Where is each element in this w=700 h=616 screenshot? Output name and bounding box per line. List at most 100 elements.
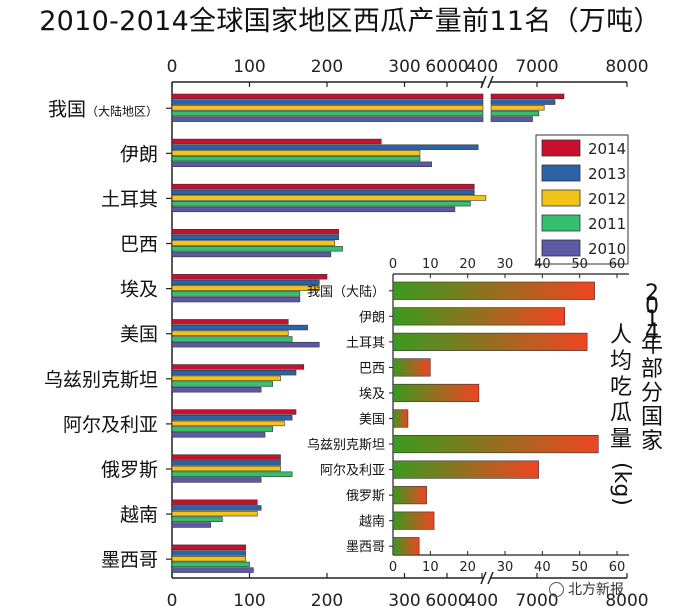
inset-title-char: 部 — [641, 357, 663, 382]
bar-2012 — [171, 465, 281, 472]
category-label: 乌兹别克斯坦 — [44, 369, 158, 391]
inset-bar — [392, 486, 427, 505]
bar-2010 — [171, 116, 484, 122]
bar-2012 — [171, 195, 487, 201]
bar-2011 — [171, 110, 484, 117]
x-tick-label-top: 0 — [167, 57, 178, 77]
category-label: 俄罗斯 — [101, 459, 158, 481]
axis-break-mark — [487, 571, 494, 585]
bar-2012 — [171, 285, 320, 291]
category-label: 阿尔及利亚 — [63, 414, 158, 436]
inset-bar — [392, 537, 420, 556]
inset-bar — [392, 511, 435, 530]
x-tick-label-bottom: 8000 — [605, 591, 648, 611]
bar-2012 — [171, 420, 285, 427]
category-label: 埃及 — [120, 279, 158, 301]
inset-title-char: 瓜 — [610, 401, 632, 426]
inset-title-char: 人 — [610, 323, 632, 348]
inset-tick-label-bottom: 60 — [609, 560, 626, 575]
inset-title-unit: (kg) — [609, 462, 634, 506]
bar-2010 — [171, 477, 262, 483]
inset-bar — [392, 281, 595, 300]
x-tick-label-bottom: 100 — [233, 591, 265, 611]
bar-2013 — [490, 99, 556, 105]
category-label: 土耳其 — [101, 188, 158, 210]
legend-label-2010: 2010 — [588, 240, 626, 258]
axis-break-mark — [480, 571, 487, 585]
bar-2012 — [171, 105, 484, 111]
x-tick-label-top: 200 — [311, 57, 343, 77]
bar-2014 — [171, 319, 289, 325]
bar-2010 — [171, 206, 456, 213]
bar-2012 — [171, 375, 281, 382]
bar-2013 — [171, 460, 281, 466]
inset-title-char: 量 — [610, 427, 632, 452]
inset-tick-label-bottom: 40 — [534, 560, 551, 575]
bar-2013 — [171, 234, 339, 241]
bar-2011 — [171, 336, 293, 342]
inset-title-char: 均 — [610, 349, 632, 374]
bar-2011 — [171, 471, 293, 477]
legend-label-2014: 2014 — [588, 140, 626, 158]
inset-category-label: 我国（大陆） — [307, 284, 385, 300]
bar-2012 — [171, 330, 289, 336]
x-tick-label-bottom: 7000 — [515, 591, 558, 611]
legend-swatch-2013 — [541, 164, 581, 182]
bar-2011 — [171, 246, 343, 252]
inset-category-label: 美国 — [359, 413, 385, 428]
inset-category-label: 埃及 — [359, 387, 385, 402]
legend-swatch-2010 — [541, 239, 581, 257]
bar-2011 — [490, 110, 540, 117]
chart-title: 2010-2014全球国家地区西瓜产量前11名（万吨） — [39, 6, 661, 37]
bar-2010 — [171, 567, 254, 573]
bar-2014 — [171, 274, 328, 280]
inset-tick-label-top: 20 — [459, 257, 476, 272]
inset-tick-label-top: 10 — [422, 257, 439, 272]
inset-category-label: 伊朗 — [359, 310, 385, 325]
bar-2011 — [171, 200, 471, 207]
axis-break-mark — [487, 75, 494, 89]
bar-2012 — [171, 150, 421, 156]
bar-2013 — [171, 369, 297, 376]
bar-2013 — [171, 550, 246, 556]
inset-tick-label-top: 40 — [534, 257, 551, 272]
bar-2011 — [171, 155, 421, 162]
bar-2010 — [171, 251, 332, 258]
bar-2011 — [171, 516, 223, 523]
bar-2011 — [171, 291, 301, 297]
inset-bar — [392, 409, 409, 428]
x-tick-label-top: 100 — [233, 57, 265, 77]
inset-category-label: 阿尔及利亚 — [320, 464, 385, 479]
watermark-text: 北方新报 — [568, 582, 624, 598]
bar-2014 — [490, 93, 565, 100]
bar-2013 — [171, 415, 293, 421]
inset-tick-label-bottom: 50 — [571, 560, 588, 575]
bar-2010 — [490, 116, 533, 122]
bar-2014 — [171, 544, 246, 551]
bar-2013 — [171, 189, 475, 195]
legend-swatch-2014 — [541, 139, 581, 157]
inset-bar — [392, 460, 539, 479]
category-label: 越南 — [120, 504, 158, 526]
bar-2013 — [171, 279, 320, 286]
inset-tick-label-top: 50 — [571, 257, 588, 272]
x-tick-label-top: 7000 — [515, 57, 558, 77]
x-tick-label-bottom: 300 — [388, 591, 420, 611]
bar-2011 — [171, 381, 274, 387]
inset-title-char: 国 — [641, 405, 663, 430]
bar-2013 — [171, 505, 262, 511]
inset-tick-label-bottom: 30 — [497, 560, 514, 575]
bar-2011 — [171, 426, 274, 432]
inset-category-label: 巴西 — [359, 361, 385, 376]
bar-2010 — [171, 432, 266, 438]
inset-tick-label-top: 60 — [609, 257, 626, 272]
inset-bar — [392, 332, 588, 351]
x-tick-label-bottom: 200 — [311, 591, 343, 611]
inset-title-char: 4 — [645, 320, 659, 345]
bar-2014 — [171, 93, 484, 100]
inset-bar — [392, 434, 599, 454]
category-label: 墨西哥 — [101, 549, 158, 571]
legend-swatch-2012 — [541, 189, 581, 207]
bar-2013 — [171, 144, 479, 150]
